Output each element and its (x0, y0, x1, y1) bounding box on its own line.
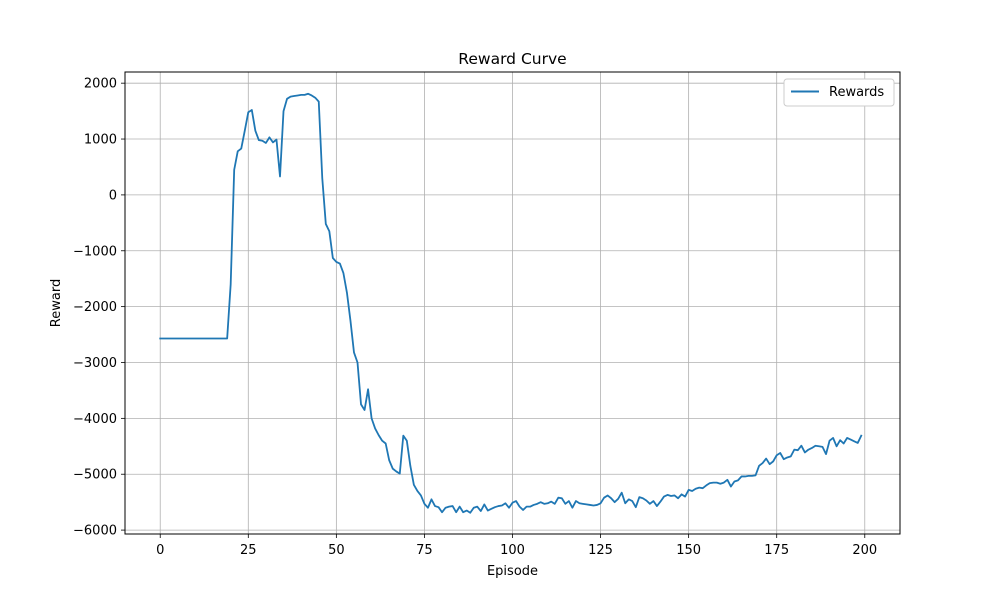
y-tick-label: −2000 (73, 300, 117, 315)
x-tick-label: 125 (588, 543, 613, 558)
x-tick-label: 175 (764, 543, 789, 558)
x-axis: 0 25 50 75 100 125 150 175 200 (156, 534, 877, 558)
legend-label-rewards: Rewards (829, 85, 884, 100)
x-tick-label: 100 (500, 543, 525, 558)
y-tick-label: −4000 (73, 412, 117, 427)
legend-box (783, 78, 895, 107)
x-tick-label: 150 (676, 543, 701, 558)
x-tick-label: 50 (328, 543, 345, 558)
y-tick-label: −5000 (73, 468, 117, 483)
y-axis-label: Reward (49, 279, 64, 327)
y-tick-label: 2000 (84, 77, 117, 92)
legend: Rewards (783, 78, 895, 107)
x-tick-label: 0 (156, 543, 164, 558)
y-axis: −6000 −5000 −4000 −3000 −2000 −1000 0 1000 2000 (73, 77, 125, 539)
x-tick-label: 75 (416, 543, 433, 558)
y-tick-label: −6000 (73, 524, 117, 539)
x-tick-label: 200 (852, 543, 877, 558)
series-line-rewards (159, 92, 863, 514)
plot-area (159, 92, 863, 514)
chart-title: Reward Curve (458, 50, 566, 68)
x-axis-label: Episode (487, 564, 538, 579)
y-tick-label: −1000 (73, 244, 117, 259)
y-tick-label: −3000 (73, 356, 117, 371)
y-tick-label: 1000 (84, 133, 117, 148)
x-tick-label: 25 (240, 543, 257, 558)
grid (125, 72, 900, 534)
y-tick-label: 0 (109, 188, 117, 203)
